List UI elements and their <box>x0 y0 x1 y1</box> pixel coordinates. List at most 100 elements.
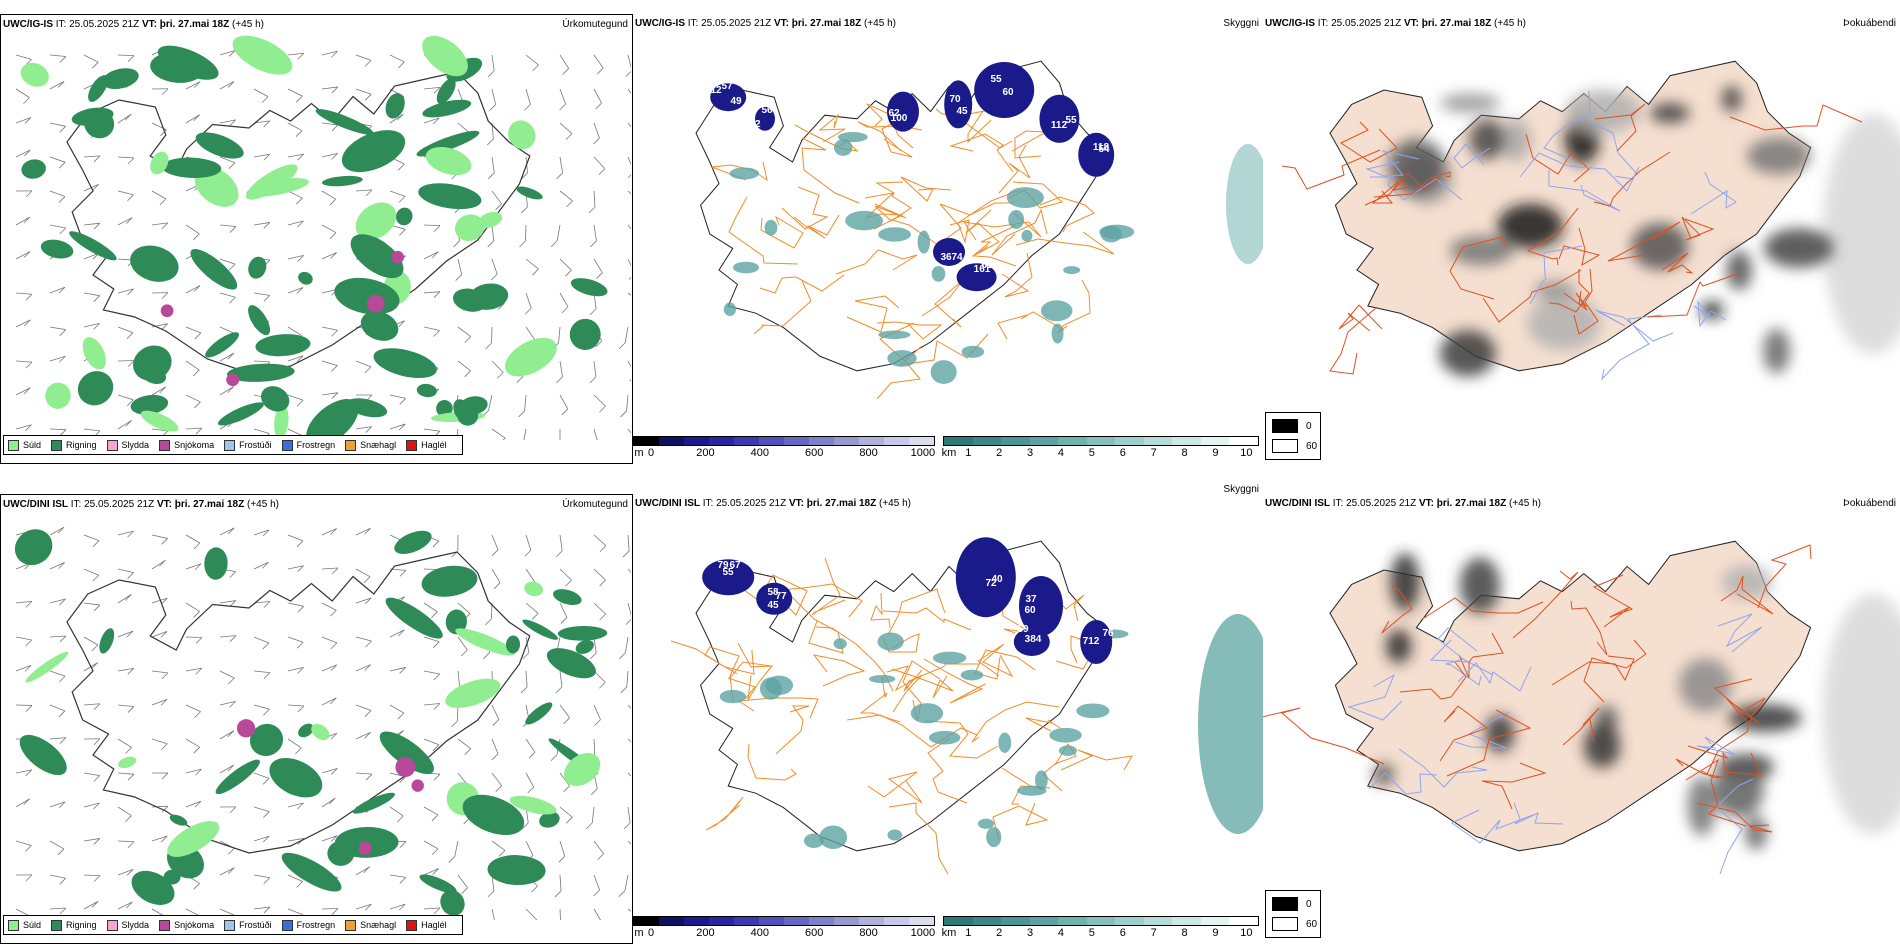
cloudbase-value: 79 <box>717 560 729 571</box>
panel-label: Úrkomutegund <box>562 19 628 30</box>
colorbar-tick: 0 <box>648 927 655 939</box>
colorbar-tick: 400 <box>750 447 770 459</box>
cloud-panel-bottom: UWC/DINI ISL IT: 25.05.2025 21Z VT: þri.… <box>633 484 1263 944</box>
legend-label: Slydda <box>121 920 150 930</box>
precip-legend-item: Haglél <box>406 919 447 931</box>
cloud-map: 55 45 72 60 76 59 67 58 40 37 712 384 79 77 <box>670 537 1263 875</box>
panel-label: Þokuábendi <box>1843 18 1896 29</box>
panel-label: Skyggni <box>1223 484 1259 495</box>
roads <box>1263 544 1812 875</box>
legend-swatch <box>281 439 293 451</box>
cloudbase-value: 57 <box>721 81 733 92</box>
fog-legend: 0 60 <box>1265 412 1321 460</box>
colorbar-tick: 5 <box>1088 447 1095 459</box>
fog-legend-label: 0 <box>1306 420 1312 432</box>
panel-label: Úrkomutegund <box>562 499 628 510</box>
precip-legend: Súld Rigning Slydda Snjókoma Frostúði Frostre… <box>3 435 463 455</box>
colorbar-tick: 9 <box>1212 927 1219 939</box>
cloudbase-value: 56 <box>761 105 773 116</box>
cloudbase-numbers: 55 45 72 60 76 59 67 58 40 37 712 384 79 77 <box>717 560 1114 647</box>
precip-legend-item: Snæhagl <box>345 439 397 451</box>
colorbar-tick: 200 <box>696 447 715 459</box>
fog-legend-swatch <box>1272 897 1298 911</box>
colorbar-tick: 4 <box>1057 447 1065 459</box>
legend-swatch <box>51 919 63 931</box>
legend-label: Snæhagl <box>360 440 397 450</box>
colorbar-tick: 7 <box>1150 447 1157 459</box>
precip-legend-item: Frostregn <box>281 439 335 451</box>
precip-legend-item: Rigning <box>51 919 97 931</box>
colorbar-unit: km <box>941 927 957 939</box>
roads <box>711 103 1115 400</box>
colorbar-tick: 800 <box>859 447 878 459</box>
colorbar-tick: 1000 <box>910 447 936 459</box>
precip-legend-item: Súld <box>8 919 42 931</box>
precip-legend-item: Frostregn <box>281 919 336 931</box>
fog-panel-bottom: UWC/DINI ISL IT: 25.05.2025 21Z VT: þri.… <box>1263 494 1900 944</box>
precip-legend-item: Frostúði <box>224 919 272 931</box>
cloudbase-value: 712 <box>1083 636 1100 647</box>
cloudbase-value: 72 <box>985 578 997 589</box>
colorbar-tick: 1000 <box>910 927 936 939</box>
legend-label: Súld <box>23 920 42 930</box>
legend-swatch <box>8 919 19 931</box>
cloudbase-patches <box>710 62 1115 292</box>
offshore-visibility <box>1198 614 1263 834</box>
legend-swatch <box>406 919 418 931</box>
legend-label: Haglél <box>421 920 447 930</box>
fog-legend: 0 60 <box>1265 890 1321 938</box>
cloudbase-value: 67 <box>729 560 741 571</box>
visibility-colorbar: km 1 2 3 4 5 6 7 8 9 10 <box>941 436 1259 460</box>
cloudbase-value: 55 <box>1065 115 1077 126</box>
colorbar-tick: 10 <box>1240 927 1253 939</box>
cloudbase-value: 58 <box>767 587 779 598</box>
colorbar-tick: 0 <box>648 447 655 459</box>
colorbar-tick: 600 <box>805 927 824 939</box>
cloudbase-value: 161 <box>974 264 991 275</box>
panel-title: UWC/IG-IS IT: 25.05.2025 21Z VT: þri. 27… <box>1265 18 1526 29</box>
cloudbase-value: 37 <box>1025 594 1037 605</box>
cloudbase-colorbar: m 0 200 400 600 800 1000 <box>633 916 935 940</box>
precip-panel-bottom: UWC/DINI ISL IT: 25.05.2025 21Z VT: þri.… <box>0 494 633 944</box>
precip-patches <box>20 35 608 440</box>
panel-title: UWC/DINI ISL IT: 25.05.2025 21Z VT: þri.… <box>3 499 279 510</box>
legend-label: Slydda <box>121 440 150 450</box>
legend-label: Frostúði <box>239 440 272 450</box>
colorbar-tick: 200 <box>696 927 715 939</box>
colorbar-unit: m <box>634 927 644 939</box>
legend-label: Rigning <box>66 440 97 450</box>
legend-swatch <box>8 439 19 451</box>
panel-label: Skyggni <box>1223 18 1259 29</box>
cloudbase-value: 118 <box>1093 142 1110 153</box>
cloudbase-value: 49 <box>730 96 742 107</box>
legend-label: Haglél <box>421 440 447 450</box>
cloudbase-value: 77 <box>775 591 787 602</box>
precip-legend-item: Slydda <box>106 919 150 931</box>
cloudbase-value: 55 <box>722 567 734 578</box>
offshore-visibility <box>1226 144 1263 264</box>
fog-legend-swatch <box>1272 419 1298 433</box>
legend-swatch <box>345 439 357 451</box>
cloudbase-value: 12 <box>710 85 722 96</box>
legend-label: Frostregn <box>296 920 336 930</box>
visibility-colorbar: km 1 2 3 4 5 6 7 8 9 10 <box>941 916 1259 940</box>
colorbar-tick: 8 <box>1181 927 1188 939</box>
fog-legend-swatch <box>1272 917 1298 931</box>
legend-label: Rigning <box>66 920 97 930</box>
precip-legend: Súld Rigning Slydda Snjókoma Frostúði Frostre… <box>3 915 463 935</box>
colorbar-tick: 800 <box>859 927 878 939</box>
cloudbase-value: 59 <box>1017 624 1029 635</box>
legend-swatch <box>345 919 357 931</box>
fog-map <box>1263 540 1900 875</box>
visibility-patches <box>719 629 1129 850</box>
roads <box>1281 90 1863 381</box>
precip-legend-item: Rigning <box>51 439 97 451</box>
cloudbase-patches <box>702 537 1113 664</box>
colorbar-tick: 600 <box>805 447 824 459</box>
legend-swatch <box>281 919 293 931</box>
legend-swatch <box>159 919 171 931</box>
cloudbase-value: 55 <box>990 74 1002 85</box>
colorbar-unit: km <box>941 447 957 459</box>
